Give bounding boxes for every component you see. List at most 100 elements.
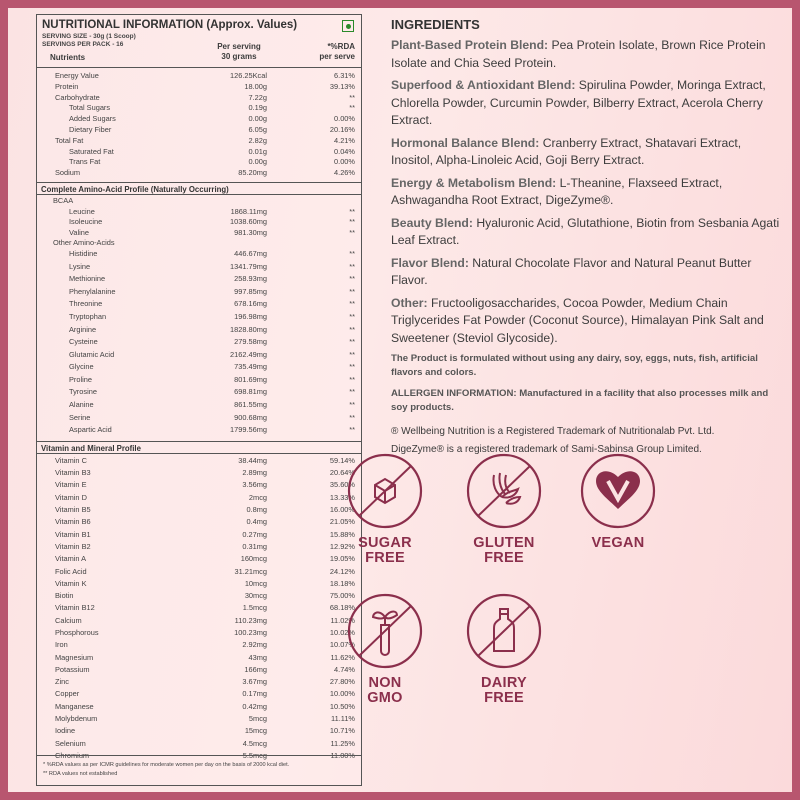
nutrient-value: 4.5mcg [242,738,267,748]
badge-vegan: VEGAN [563,452,673,551]
table-row: Tyrosine 698.81mg ** [37,387,361,400]
table-row: Vitamin B5 0.8mg 16.00% [37,505,361,517]
badge-line: NON [368,675,402,691]
footnote: * %RDA values as per ICMR guidelines for… [43,762,290,768]
table-row: Potassium 166mg 4.74% [37,665,361,677]
nutrient-name: Histidine [69,248,98,258]
nutrient-rda: 16.00% [329,505,355,515]
nutrient-name: Phosphorous [55,628,99,637]
nutrient-rda: 19.05% [329,554,355,564]
nutrient-value: 1828.80mg [230,324,267,334]
nutrient-rda: ** [349,337,355,347]
nutrient-rda: ** [349,286,355,296]
table-row: Aspartic Acid 1799.56mg ** [37,425,361,438]
nutrient-name: Energy Value [55,71,99,80]
nutrient-value: 0.01g [248,146,268,156]
nutrient-rda: 4.26% [334,168,355,178]
rda-sub-label: per serve [319,52,355,61]
nutrient-rda: ** [349,299,355,309]
nutrient-rda: ** [349,362,355,372]
nutrient-value: 0.31mg [242,541,267,551]
allergen-note: ALLERGEN INFORMATION: Manufactured in a … [391,388,769,413]
table-row: Phenylalanine 997.85mg ** [37,287,361,300]
nutrient-value: 0.8mg [246,505,267,515]
nutrient-rda: 10.00% [329,689,355,699]
nutrient-name: Magnesium [55,652,94,662]
nutrient-value: 160mcg [240,554,267,564]
table-row: Saturated Fat 0.01g 0.04% [37,147,361,158]
table-row: Zinc 3.67mg 27.80% [37,677,361,689]
nutrient-rda: 10.02% [329,628,355,637]
table-row: Proline 801.69mg ** [37,375,361,388]
badge-sugar: SUGAR FREE [330,452,440,566]
nutrient-rda: ** [349,248,355,258]
table-row: Serine 900.68mg ** [37,413,361,426]
table-row: Total Fat 2.82g 4.21% [37,136,361,147]
nutrient-rda: 10.07% [329,640,355,650]
nutrient-name: Vitamin B1 [55,529,91,539]
nutrient-name: Copper [55,689,80,699]
nutrient-value: 0.19g [248,103,268,113]
nutrient-name: Total Fat [55,135,84,145]
nutrient-rda: ** [349,400,355,410]
nutrient-value: 6.05g [248,124,268,134]
nutrient-rda: 24.12% [329,566,355,576]
nutrient-value: 3.56mg [242,480,267,490]
ingredient-blend: Beauty Blend: Hyaluronic Acid, Glutathio… [391,215,781,250]
nutrient-name: Valine [69,227,89,237]
nutrient-name: Aspartic Acid [69,425,112,435]
per-serving-header: Per serving 30 grams [203,42,275,62]
blend-ingredients: Hyaluronic Acid, Glutathione, Biotin fro… [391,215,780,248]
blend-ingredients: Spirulina Powder, Moringa Extract, Chlor… [391,78,766,127]
table-row: Cysteine 279.58mg ** [37,337,361,350]
nutrient-rda: 20.16% [329,124,355,134]
nutrient-rda: 59.14% [329,455,355,465]
table-row: Vitamin B1 0.27mg 15.88% [37,530,361,542]
nutrient-rda: 0.04% [334,146,355,156]
trademark-note: DigeZyme® is a registered trademark of S… [391,444,702,455]
nutrient-value: 43mg [248,652,268,662]
nutrient-rda: ** [349,324,355,334]
nutrient-rda: ** [349,311,355,321]
badge-label: NON GMO [330,676,440,706]
blend-ingredients: Cranberry Extract, Shatavari Extract, In… [391,135,742,168]
table-row: Folic Acid 31.21mcg 24.12% [37,567,361,579]
table-row: Valine 981.30mg ** [37,228,361,239]
nutrient-name: Vitamin K [55,578,87,588]
badge-line: FREE [365,550,405,566]
table-row: Arginine 1828.80mg ** [37,325,361,338]
nutrient-name: Alanine [69,400,94,410]
table-row: Glycine 735.49mg ** [37,362,361,375]
free-from-note: The Product is formulated without using … [391,353,758,378]
nutrient-value: 166mg [244,664,267,674]
table-row: Phosphorous 100.23mg 10.02% [37,628,361,640]
table-row: Vitamin C 38.44mg 59.14% [37,456,361,468]
table-row: Sodium 85.20mg 4.26% [37,168,361,179]
table-row: Manganese 0.42mg 10.50% [37,702,361,714]
nutrient-name: Vitamin E [55,480,87,490]
nutrient-value: 2.92mg [242,640,267,650]
nutrient-rda: 18.18% [329,578,355,588]
nutrient-rda: ** [349,92,355,102]
nutrient-rda: 13.33% [329,492,355,502]
nutrient-rda: ** [349,274,355,284]
ingredient-blend: Superfood & Antioxidant Blend: Spirulina… [391,77,781,130]
nutrition-title: NUTRITIONAL INFORMATION (Approx. Values) [42,19,298,31]
nutrient-rda: 39.13% [329,81,355,91]
nutrient-value: 900.68mg [234,412,267,422]
blend-ingredients: Natural Chocolate Flavor and Natural Pea… [391,255,752,288]
nutrient-rda: 11.25% [330,738,355,748]
nutrient-value: 10mcg [244,578,267,588]
table-row: BCAA [37,196,361,207]
table-row: Protein 18.00g 39.13% [37,82,361,93]
nutrient-name: Manganese [55,701,94,711]
table-row: Molybdenum 5mcg 11.11% [37,714,361,726]
wheat-crossed-icon [466,453,542,529]
nutrient-value: 0.00g [248,157,268,167]
badge-line: SUGAR [358,535,412,551]
servings-per-pack: SERVINGS PER PACK - 16 [42,41,124,48]
table-row: Vitamin D 2mcg 13.33% [37,493,361,505]
badge-label: DAIRY FREE [449,676,559,706]
nutrient-value: 279.58mg [234,337,267,347]
table-row: Magnesium 43mg 11.62% [37,653,361,665]
